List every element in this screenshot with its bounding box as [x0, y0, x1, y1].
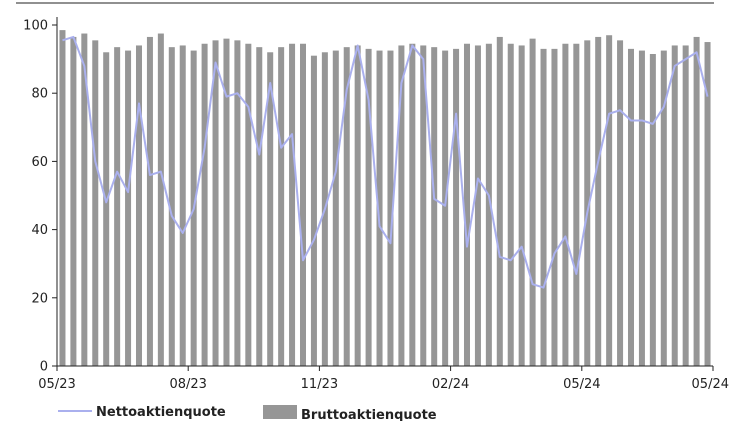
bar-bruttoaktienquote: [595, 36, 602, 366]
y-tick-label: 100: [23, 19, 48, 34]
bar-bruttoaktienquote: [81, 33, 88, 366]
bar-bruttoaktienquote: [682, 45, 689, 367]
bar-bruttoaktienquote: [529, 38, 536, 366]
x-tick-label: 05/23: [38, 377, 75, 392]
bar-bruttoaktienquote: [398, 45, 405, 367]
bar-bruttoaktienquote: [179, 45, 186, 367]
bar-bruttoaktienquote: [387, 50, 394, 366]
bar-bruttoaktienquote: [114, 47, 121, 366]
bar-bruttoaktienquote: [70, 36, 77, 366]
bar-bruttoaktienquote: [573, 43, 580, 366]
bar-bruttoaktienquote: [409, 43, 416, 366]
legend-label-nettoaktienquote: Nettoaktienquote: [96, 405, 226, 420]
bar-bruttoaktienquote: [562, 43, 569, 366]
bar-bruttoaktienquote: [234, 40, 241, 366]
bar-bruttoaktienquote: [256, 47, 263, 366]
bar-bruttoaktienquote: [584, 40, 591, 366]
bar-bruttoaktienquote: [627, 48, 634, 367]
bar-bruttoaktienquote: [420, 45, 427, 367]
bar-bruttoaktienquote: [92, 40, 99, 366]
bar-bruttoaktienquote: [135, 45, 142, 367]
bar-bruttoaktienquote: [289, 43, 296, 366]
y-tick-label: 60: [31, 155, 48, 170]
bar-bruttoaktienquote: [157, 33, 164, 366]
bar-bruttoaktienquote: [168, 47, 175, 366]
x-tick-label: 08/23: [169, 377, 206, 392]
bar-bruttoaktienquote: [125, 50, 132, 366]
bar-bruttoaktienquote: [223, 38, 230, 366]
y-tick-label: 40: [31, 223, 48, 238]
legend-bar-swatch: [263, 405, 297, 419]
bar-bruttoaktienquote: [212, 40, 219, 366]
bar-bruttoaktienquote: [245, 43, 252, 366]
bar-bruttoaktienquote: [551, 48, 558, 367]
bar-bruttoaktienquote: [704, 42, 711, 367]
bar-bruttoaktienquote: [507, 43, 514, 366]
x-tick-label: 05/24: [563, 377, 600, 392]
bar-bruttoaktienquote: [518, 45, 525, 367]
bar-bruttoaktienquote: [463, 43, 470, 366]
bar-bruttoaktienquote: [496, 36, 503, 366]
bar-bruttoaktienquote: [365, 48, 372, 367]
bar-bruttoaktienquote: [343, 47, 350, 366]
bar-bruttoaktienquote: [59, 30, 66, 367]
bar-bruttoaktienquote: [310, 55, 317, 366]
bar-bruttoaktienquote: [332, 50, 339, 366]
bar-bruttoaktienquote: [376, 50, 383, 366]
bar-bruttoaktienquote: [267, 52, 274, 366]
y-tick-label: 0: [40, 360, 48, 375]
bar-bruttoaktienquote: [103, 52, 110, 366]
bar-bruttoaktienquote: [442, 50, 449, 366]
bar-bruttoaktienquote: [617, 40, 624, 366]
bar-bruttoaktienquote: [453, 48, 460, 367]
bar-bruttoaktienquote: [649, 53, 656, 367]
bar-bruttoaktienquote: [201, 43, 208, 366]
bar-bruttoaktienquote: [431, 47, 438, 366]
x-tick-label: 02/24: [432, 377, 469, 392]
bar-bruttoaktienquote: [693, 36, 700, 366]
bar-bruttoaktienquote: [485, 43, 492, 366]
bar-bruttoaktienquote: [671, 45, 678, 367]
x-tick-label: 11/23: [301, 377, 338, 392]
bar-bruttoaktienquote: [474, 45, 481, 367]
bar-bruttoaktienquote: [299, 43, 306, 366]
bar-bruttoaktienquote: [354, 45, 361, 367]
legend-label-bruttoaktienquote: Bruttoaktienquote: [301, 408, 437, 421]
bar-bruttoaktienquote: [278, 47, 285, 366]
bar-bruttoaktienquote: [606, 35, 613, 366]
y-tick-label: 20: [31, 291, 48, 306]
bar-bruttoaktienquote: [146, 36, 153, 366]
line-nettoaktienquote: [62, 35, 709, 289]
y-tick-label: 80: [31, 87, 48, 102]
bar-bruttoaktienquote: [540, 48, 547, 367]
x-tick-label: 05/24: [692, 377, 729, 392]
bar-bruttoaktienquote: [638, 50, 645, 366]
bar-bruttoaktienquote: [660, 50, 667, 366]
